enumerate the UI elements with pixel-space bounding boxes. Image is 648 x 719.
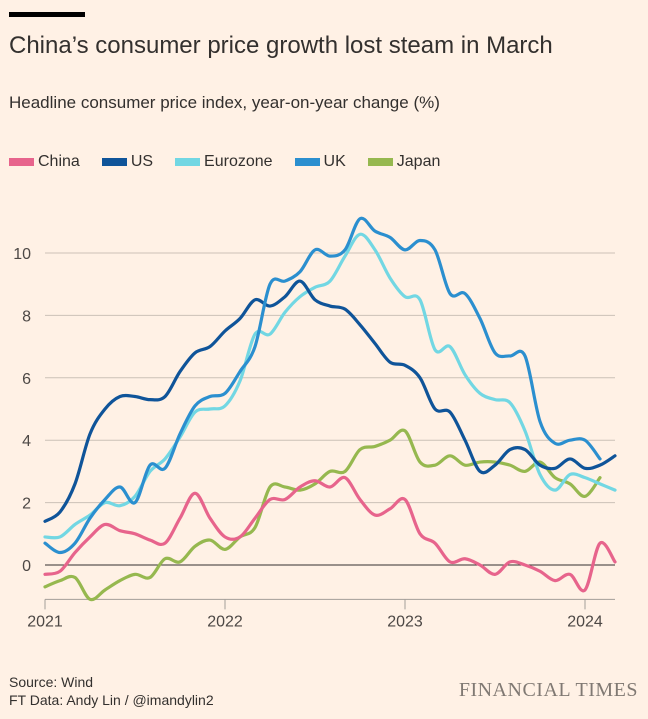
y-tick-label: 6 (22, 371, 31, 388)
y-tick-label: 4 (22, 433, 31, 450)
legend-label: US (130, 153, 154, 170)
ft-topbar (9, 12, 85, 17)
y-tick-label: 0 (22, 558, 31, 575)
legend-swatch (367, 158, 393, 166)
x-tick-label: 2021 (27, 613, 63, 630)
ft-logo: FINANCIAL TIMES (458, 679, 638, 701)
legend-item-china: China (9, 153, 80, 171)
legend-swatch (9, 158, 34, 166)
legend-swatch (175, 158, 201, 166)
series-line-eurozone (43, 232, 617, 540)
series-line-uk (43, 216, 602, 555)
legend-item-uk: UK (294, 153, 346, 171)
legend-label: UK (323, 153, 346, 170)
legend-label: Japan (396, 153, 441, 170)
x-tick-label: 2022 (207, 613, 243, 630)
y-tick-label: 10 (13, 246, 31, 263)
legend-swatch (101, 158, 127, 166)
legend-swatch (294, 158, 320, 166)
legend-item-eurozone: Eurozone (175, 153, 273, 171)
y-tick-label: 8 (22, 308, 31, 325)
series-line-japan (43, 428, 602, 602)
y-tick-label: 2 (22, 496, 31, 513)
series-line-china (43, 475, 617, 593)
source-note: Source: Wind (9, 674, 94, 690)
chart-subtitle: Headline consumer price index, year-on-y… (9, 93, 440, 112)
legend-label: Eurozone (204, 153, 273, 170)
chart-title: China’s consumer price growth lost steam… (9, 32, 553, 59)
legend-item-us: US (101, 153, 154, 171)
x-tick-label: 2023 (387, 613, 423, 630)
x-tick-label: 2024 (567, 613, 603, 630)
legend-label: China (38, 153, 80, 170)
credit-note: FT Data: Andy Lin / @imandylin2 (9, 692, 214, 708)
legend: China US Eurozone UK Japan (9, 153, 440, 171)
legend-item-japan: Japan (367, 153, 441, 171)
series-line-us (43, 279, 617, 523)
